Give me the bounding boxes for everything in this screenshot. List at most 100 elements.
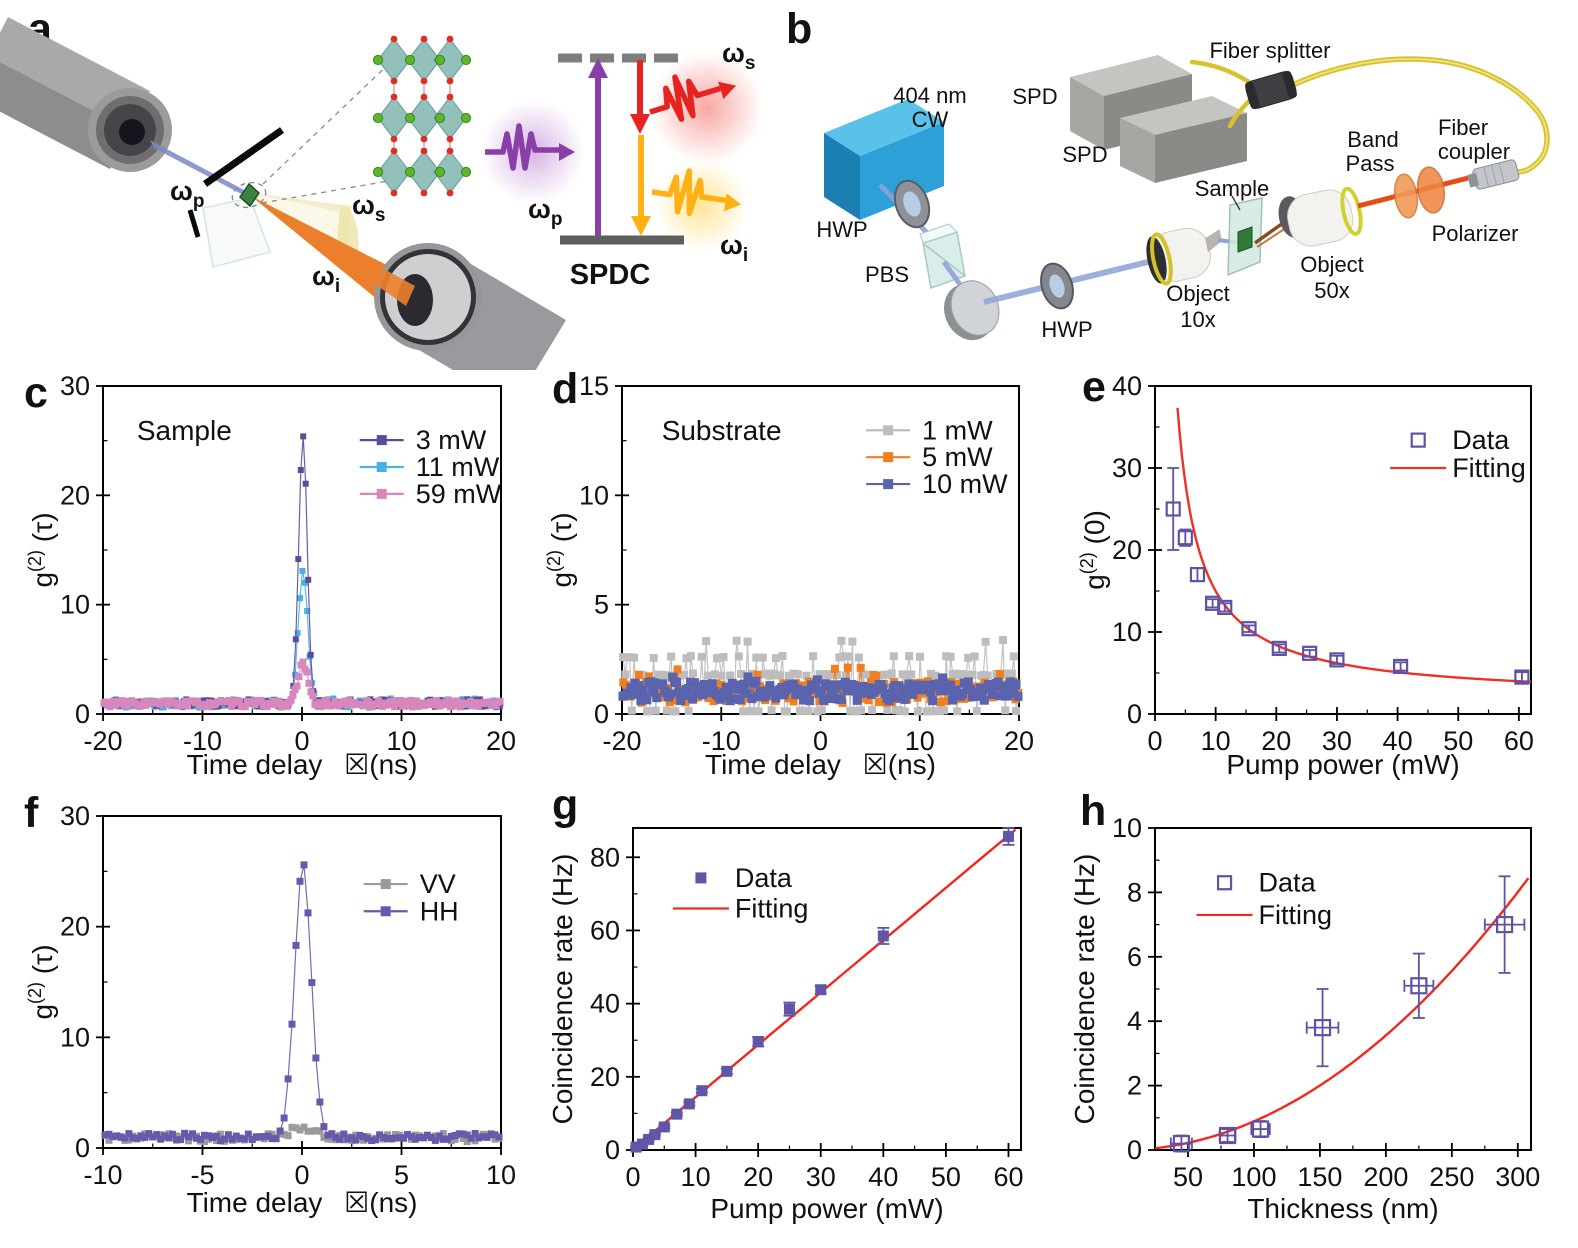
- y-tick-label: 10: [1112, 617, 1142, 647]
- x-tick-label: 20: [743, 1162, 773, 1192]
- x-tick-label: 10: [905, 726, 935, 756]
- panel-letter-c: c: [24, 369, 48, 417]
- inset-connector-bottom: [261, 171, 441, 204]
- series-10-mW: [618, 672, 1023, 706]
- y-tick-label: 20: [590, 1062, 620, 1092]
- y-tick-label: 0: [1127, 699, 1142, 729]
- hwp2-label: HWP: [1041, 317, 1092, 342]
- object50-label-line2: 50x: [1314, 278, 1349, 303]
- y-axis-label: g(2) (τ): [25, 512, 58, 587]
- panel-d-g2-substrate-chart: -20 -10 0 10 20 0 5 10 15 Time delay ☒(ns) g(2) (τ…: [544, 370, 1065, 790]
- fiber-paths: [1189, 56, 1550, 175]
- x-axis: 0 10 20 30 40 50 60: [625, 1143, 1024, 1192]
- y-tick-label: 10: [60, 1022, 90, 1052]
- x-tick-label: -20: [602, 726, 641, 756]
- legend-label: HH: [420, 896, 459, 926]
- x-tick-label: -10: [183, 726, 222, 756]
- legend-fitting-label: Fitting: [1259, 900, 1333, 930]
- fiber-coupler-label-line1: Fiber: [1438, 115, 1488, 140]
- y-tick-label: 20: [1112, 535, 1142, 565]
- idler-wavepacket: [651, 168, 742, 217]
- plot-annotation: Substrate: [662, 415, 782, 446]
- y-axis-label: g(2) (τ): [545, 512, 577, 587]
- y-axis-label: Coincidence rate (Hz): [1069, 854, 1100, 1125]
- legend-fitting-label: Fitting: [735, 894, 809, 924]
- x-axis-label: Thickness (nm): [1247, 1193, 1438, 1224]
- x-tick-label: -10: [83, 1160, 122, 1190]
- omega-p-scene-label: ωp: [170, 176, 204, 212]
- legend-label: 59 mW: [416, 479, 502, 509]
- x-tick-label: 5: [394, 1160, 409, 1190]
- y-tick-label: 10: [579, 480, 609, 510]
- object50-label-line1: Object: [1300, 252, 1364, 277]
- x-axis-label: Time delay ☒(ns): [187, 749, 418, 780]
- panel-letter-g: g: [552, 781, 579, 829]
- legend-data-label: Data: [1259, 868, 1317, 898]
- y-axis-label: g(2) (0): [1077, 510, 1110, 590]
- x-tick-label: 0: [625, 1162, 640, 1192]
- legend-data-label: Data: [735, 863, 793, 893]
- x-tick-label: -20: [83, 726, 122, 756]
- objective-10x: [1146, 227, 1222, 286]
- y-axis-label: g(2) (τ): [25, 944, 58, 1019]
- y-tick-label: 0: [75, 699, 90, 729]
- x-tick-label: 30: [806, 1162, 836, 1192]
- x-tick-label: 0: [294, 1160, 309, 1190]
- omega-s-level-label: ωs: [722, 38, 755, 74]
- panel-b-setup-schematic: 404 nm CW HWP PBS HWP SPD SPD Fiber spli…: [760, 0, 1578, 370]
- panel-letter-b: b: [786, 5, 813, 53]
- x-axis-label: Time delay ☒(ns): [187, 1187, 418, 1218]
- inset-connector-top: [262, 57, 396, 185]
- band-pass-filter: [1393, 173, 1419, 219]
- hwp1-label: HWP: [816, 217, 867, 242]
- data-points: [630, 827, 1015, 1153]
- chart-f-svg: -10 -5 0 5 10 0 10 20 30 Time delay ☒(ns) g(2) (τ)…: [25, 801, 516, 1218]
- x-axis-label: Time delay ☒(ns): [705, 749, 936, 780]
- omega-i-scene-label: ωi: [312, 261, 340, 297]
- y-axis: 0 5 10 15: [579, 371, 629, 729]
- y-tick-label: 20: [60, 480, 90, 510]
- fiber-splitter-device: [1245, 70, 1297, 110]
- signal-wavepacket: [649, 74, 737, 122]
- y-tick-label: 30: [1112, 453, 1142, 483]
- half-wave-plate-2: [1040, 262, 1074, 310]
- omega-p-level-label: ωp: [528, 194, 562, 230]
- x-tick-label: 10: [386, 726, 416, 756]
- x-tick-label: -10: [702, 726, 741, 756]
- x-tick-label: 0: [1147, 726, 1162, 756]
- polarizer-disk: [1416, 166, 1446, 214]
- laser-label-line1: 404 nm: [893, 83, 966, 108]
- chart-d-svg: -20 -10 0 10 20 0 5 10 15 Time delay ☒(ns) g(2) (τ…: [544, 371, 1034, 780]
- plot-annotation: Sample: [137, 415, 232, 446]
- sample-flake: [239, 182, 260, 208]
- legend-data-label: Data: [1452, 425, 1510, 455]
- setup-drawing: 404 nm CW HWP PBS HWP SPD SPD Fiber spli…: [816, 38, 1550, 342]
- legend-label: VV: [420, 869, 456, 899]
- series-HH: [101, 861, 503, 1145]
- chart-c-svg: -20 -10 0 10 20 0 10 20 30 Time delay ☒(ns) g(2) (…: [25, 371, 516, 780]
- y-axis: 0 10 20 30: [60, 801, 110, 1163]
- data-points: [1169, 875, 1526, 1153]
- spd-detector-2: [1120, 96, 1247, 183]
- fit-line: [1154, 877, 1530, 1150]
- pump-fiber-collimator: [0, 17, 172, 172]
- legend-label: 3 mW: [416, 425, 487, 455]
- fiber-coupler-label-line2: coupler: [1438, 139, 1510, 164]
- y-axis-label: Coincidence rate (Hz): [547, 854, 578, 1125]
- x-tick-label: 200: [1363, 1162, 1408, 1192]
- polarizer-label: Polarizer: [1432, 221, 1519, 246]
- x-tick-label: 100: [1231, 1162, 1276, 1192]
- panel-f-g2-polarization-chart: -10 -5 0 5 10 0 10 20 30 Time delay ☒(ns) g(2) (τ)…: [0, 790, 545, 1243]
- x-axis: -20 -10 0 10 20: [83, 707, 516, 756]
- legend-label: 10 mW: [922, 469, 1008, 499]
- mirror-flag: [202, 127, 285, 187]
- y-tick-label: 60: [590, 915, 620, 945]
- mirror-wedge: [187, 209, 201, 238]
- plot-frame: [1154, 827, 1532, 1151]
- x-tick-label: 0: [813, 726, 828, 756]
- pump-wavepacket: [485, 123, 575, 171]
